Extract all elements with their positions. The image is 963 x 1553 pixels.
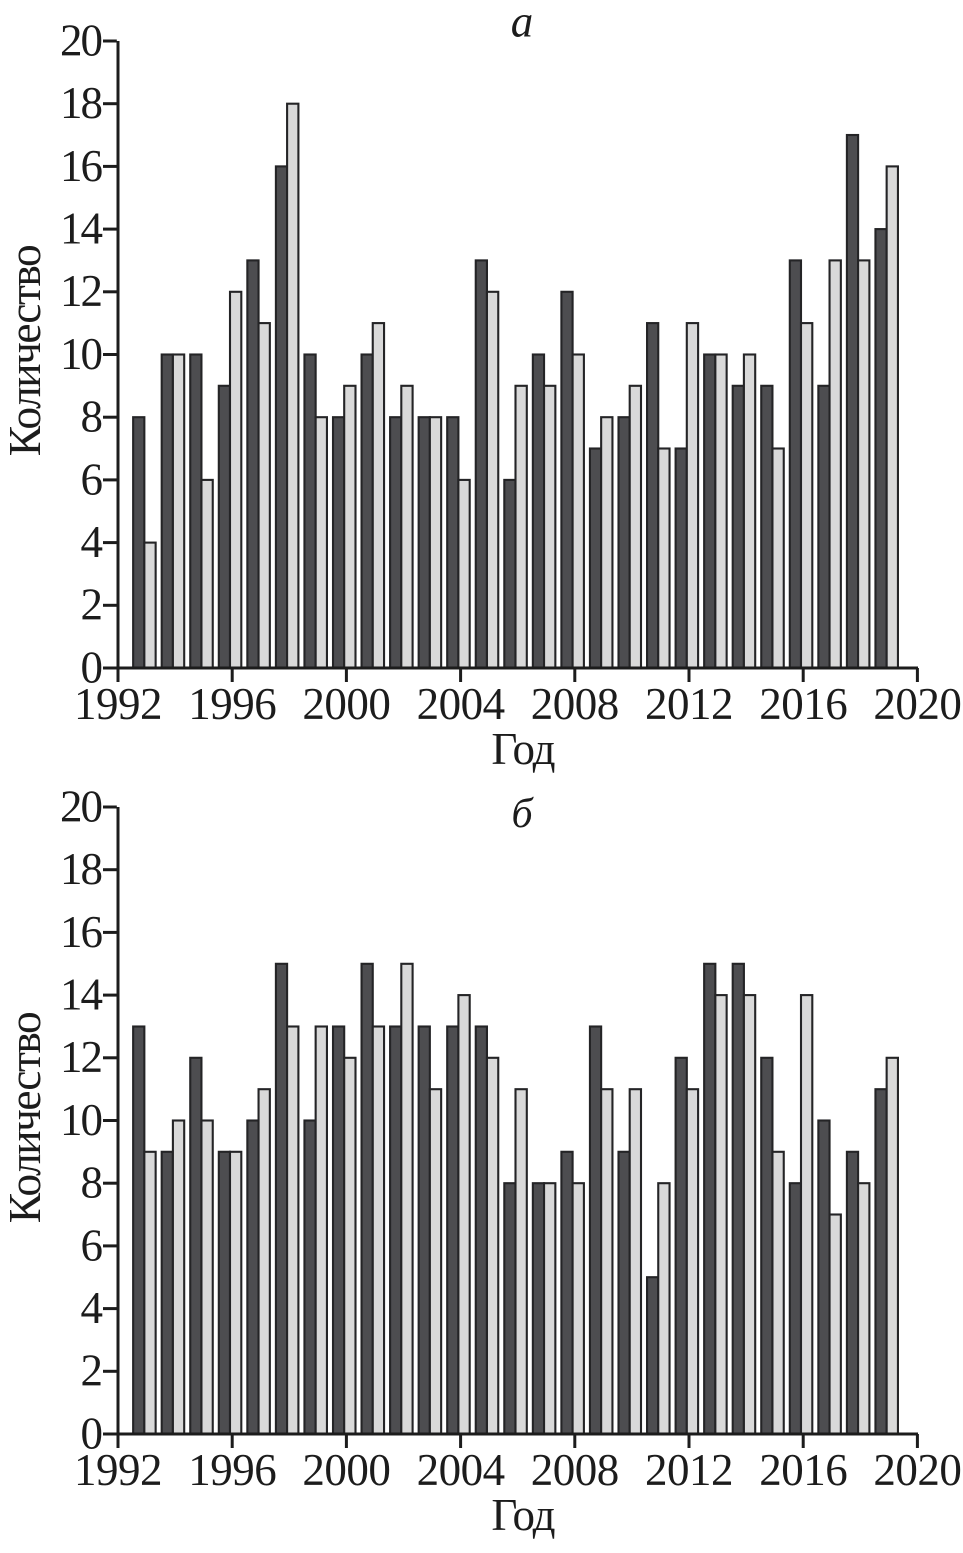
svg-text:4: 4 bbox=[81, 517, 103, 567]
svg-text:10: 10 bbox=[60, 329, 102, 379]
svg-text:1992: 1992 bbox=[74, 1445, 162, 1495]
svg-text:Количество: Количество bbox=[0, 1012, 50, 1223]
svg-text:б: б bbox=[511, 791, 534, 837]
svg-text:4: 4 bbox=[81, 1283, 103, 1333]
svg-text:16: 16 bbox=[60, 141, 103, 191]
svg-text:2020: 2020 bbox=[873, 679, 961, 729]
svg-text:16: 16 bbox=[60, 907, 103, 957]
svg-text:Год: Год bbox=[491, 1490, 554, 1540]
svg-text:2: 2 bbox=[81, 580, 102, 630]
svg-text:2012: 2012 bbox=[645, 1445, 733, 1495]
svg-text:10: 10 bbox=[60, 1095, 102, 1145]
svg-text:Количество: Количество bbox=[0, 245, 50, 456]
svg-text:14: 14 bbox=[60, 204, 103, 254]
svg-text:2000: 2000 bbox=[302, 679, 390, 729]
svg-text:12: 12 bbox=[60, 266, 102, 316]
svg-text:a: a bbox=[511, 0, 534, 47]
svg-text:2008: 2008 bbox=[531, 1445, 619, 1495]
svg-text:2000: 2000 bbox=[302, 1445, 390, 1495]
svg-text:8: 8 bbox=[81, 1158, 102, 1208]
svg-text:0: 0 bbox=[81, 642, 102, 692]
svg-text:6: 6 bbox=[81, 1220, 103, 1270]
svg-text:2016: 2016 bbox=[759, 1445, 847, 1495]
svg-text:8: 8 bbox=[81, 392, 102, 442]
svg-text:2004: 2004 bbox=[417, 679, 505, 729]
svg-text:0: 0 bbox=[81, 1408, 102, 1458]
svg-text:Год: Год bbox=[491, 724, 554, 774]
svg-text:14: 14 bbox=[60, 970, 103, 1020]
svg-text:2: 2 bbox=[81, 1346, 102, 1396]
svg-text:2012: 2012 bbox=[645, 679, 733, 729]
svg-text:20: 20 bbox=[60, 15, 102, 65]
svg-text:18: 18 bbox=[60, 78, 102, 128]
svg-text:6: 6 bbox=[81, 454, 103, 504]
svg-text:2016: 2016 bbox=[759, 679, 847, 729]
svg-text:20: 20 bbox=[60, 781, 102, 831]
svg-text:1996: 1996 bbox=[188, 1445, 276, 1495]
svg-text:1992: 1992 bbox=[74, 679, 162, 729]
svg-text:2008: 2008 bbox=[531, 679, 619, 729]
svg-text:12: 12 bbox=[60, 1032, 102, 1082]
svg-text:2004: 2004 bbox=[417, 1445, 505, 1495]
svg-text:1996: 1996 bbox=[188, 679, 276, 729]
svg-text:18: 18 bbox=[60, 844, 102, 894]
svg-text:2020: 2020 bbox=[873, 1445, 961, 1495]
